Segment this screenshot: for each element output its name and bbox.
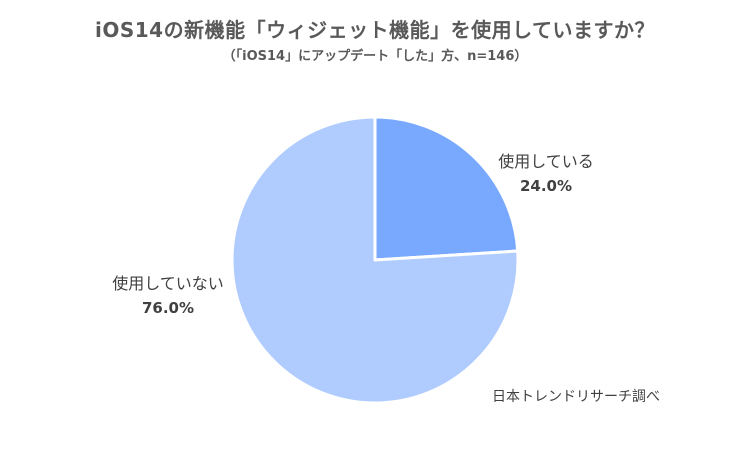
chart-subtitle: （「iOS14」にアップデート「した」方、n=146） (222, 49, 528, 64)
slice-label-not-using-value: 76.0% (141, 299, 195, 317)
slice-label-using-name: 使用している (498, 152, 594, 171)
slice-label-using-value: 24.0% (519, 177, 573, 195)
slice-label-not-using-name: 使用していない (112, 274, 224, 293)
pie-slice-using (373, 115, 520, 262)
slice-label-not-using: 使用していない 76.0% (98, 272, 238, 320)
source-note: 日本トレンドリサーチ調べ (492, 389, 660, 405)
slice-label-using: 使用している 24.0% (486, 150, 606, 198)
pie-slice-not-using (230, 115, 520, 405)
chart-title: iOS14の新機能「ウィジェット機能」を使用していますか？ (95, 18, 655, 42)
